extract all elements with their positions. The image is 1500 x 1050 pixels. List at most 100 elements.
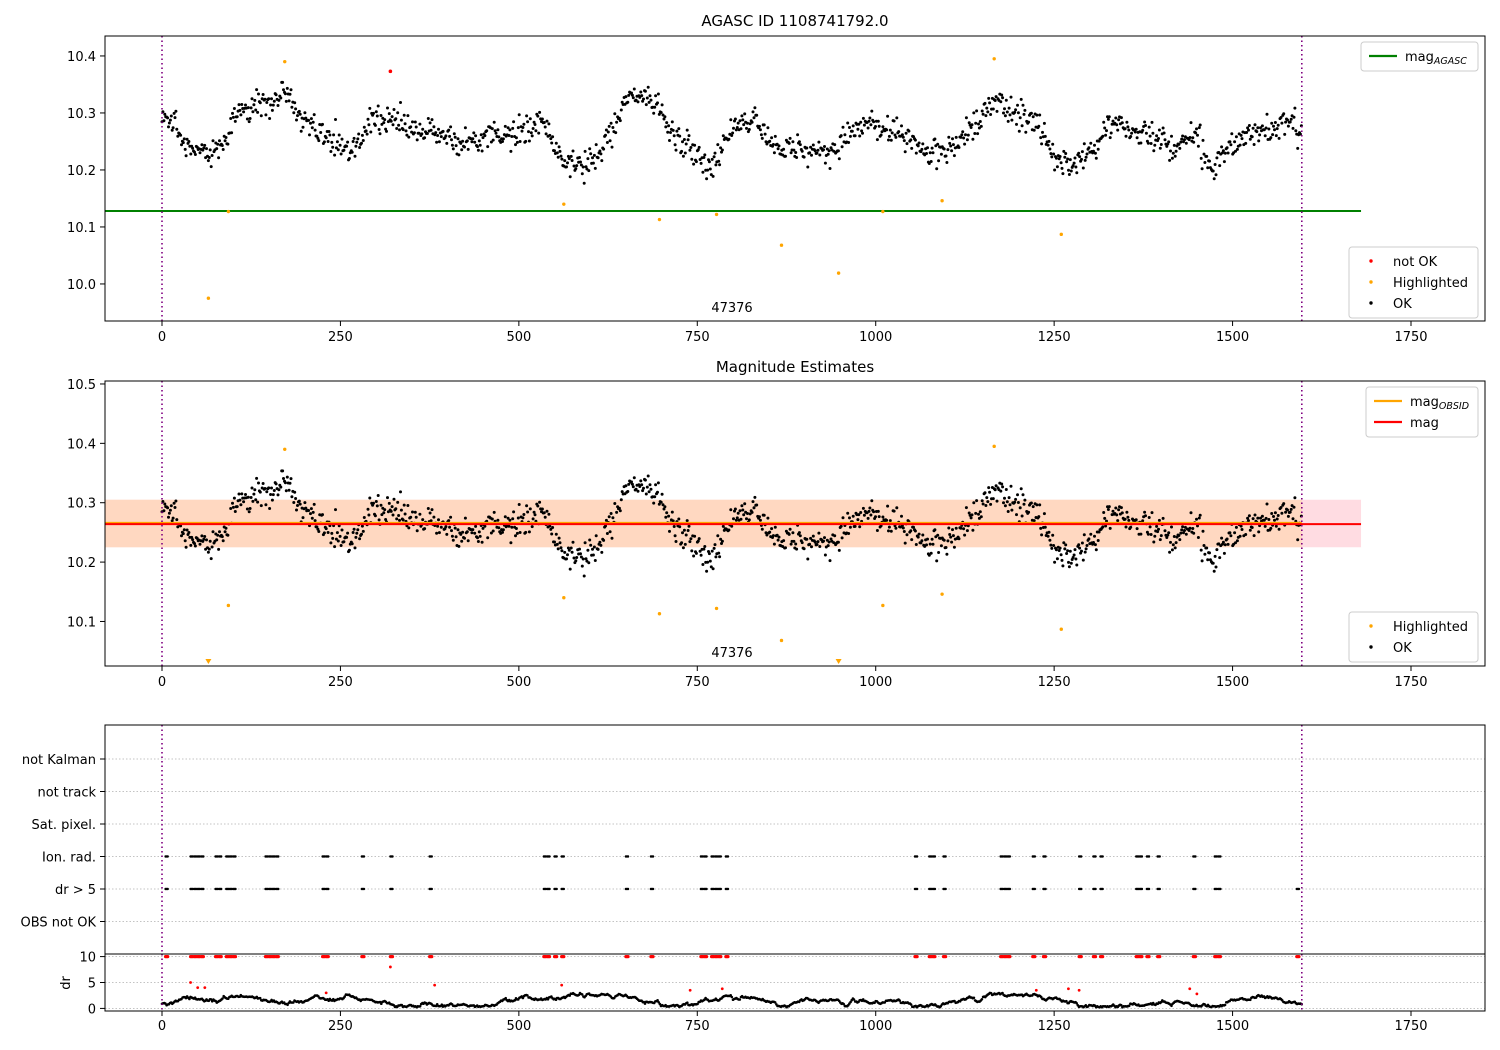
ok-point <box>861 506 865 510</box>
ok-point <box>1191 136 1195 140</box>
ok-point <box>524 530 528 534</box>
ok-point <box>237 492 241 496</box>
ok-point <box>223 530 227 534</box>
ok-point <box>1129 135 1133 138</box>
ok-point <box>171 516 175 520</box>
ok-point <box>1298 132 1302 136</box>
ok-point <box>889 138 893 142</box>
ok-point <box>1248 137 1252 141</box>
ok-point <box>508 128 512 132</box>
ok-point <box>1165 144 1169 148</box>
highlighted-point <box>283 59 287 64</box>
ok-point <box>1049 543 1053 547</box>
ok-point <box>797 140 801 144</box>
ok-point <box>742 123 746 127</box>
ok-point <box>1215 548 1219 552</box>
ok-point <box>276 104 280 107</box>
ok-point <box>598 540 602 544</box>
ok-point <box>259 114 263 118</box>
ok-point <box>674 148 678 152</box>
highlighted-point <box>657 612 662 616</box>
ok-point <box>1201 138 1205 142</box>
ok-point <box>1066 157 1070 161</box>
ok-point <box>892 119 896 123</box>
x-tick-label: 1250 <box>1038 1019 1071 1034</box>
ok-point <box>545 119 549 123</box>
ok-point <box>265 490 269 494</box>
ok-point <box>554 141 558 145</box>
ok-point <box>1075 563 1079 567</box>
ok-point <box>1089 532 1093 536</box>
ok-point <box>181 141 185 145</box>
ok-point <box>309 121 312 125</box>
ok-point <box>297 499 301 503</box>
ok-point <box>951 143 955 147</box>
ok-point <box>619 498 623 502</box>
ok-point <box>281 80 285 84</box>
ok-point <box>708 167 712 171</box>
flag-point <box>362 887 366 891</box>
ok-point <box>652 111 656 115</box>
ok-point <box>193 542 196 545</box>
ok-point <box>741 508 745 512</box>
ok-point <box>1267 127 1271 131</box>
ok-point <box>867 119 871 123</box>
ok-point <box>453 526 457 530</box>
ok-point <box>593 559 597 562</box>
highlighted-point <box>836 271 841 275</box>
ok-point <box>434 131 438 135</box>
ok-point <box>659 500 663 504</box>
ok-point <box>1094 156 1098 160</box>
ok-point <box>1053 168 1057 172</box>
data-points <box>160 444 1303 664</box>
ok-point <box>631 485 635 489</box>
ok-point <box>514 143 517 147</box>
ok-point <box>758 124 761 128</box>
ok-point <box>847 532 851 535</box>
ok-point <box>913 529 917 533</box>
ok-point <box>1200 167 1204 171</box>
ok-point <box>730 134 734 137</box>
ok-point <box>876 119 880 123</box>
ok-point <box>721 524 725 528</box>
ok-point <box>402 113 406 117</box>
ok-point <box>874 515 877 519</box>
ok-point <box>1220 536 1224 540</box>
ok-point <box>274 93 278 97</box>
ok-point <box>1042 512 1046 516</box>
ok-point <box>1058 155 1062 158</box>
ok-point <box>478 534 482 538</box>
flag-point <box>705 855 708 858</box>
ok-point <box>1015 122 1018 126</box>
ok-point <box>1003 496 1006 500</box>
ok-point <box>1191 527 1195 530</box>
ok-point <box>383 118 387 122</box>
ok-point <box>983 491 987 495</box>
flag-point <box>1158 887 1161 891</box>
ok-point <box>798 534 802 538</box>
ok-point <box>822 148 825 152</box>
y-tick-label: 10.4 <box>67 50 96 65</box>
ok-point <box>167 511 171 515</box>
ok-point <box>166 506 170 510</box>
ok-point <box>654 94 658 98</box>
ok-point <box>894 526 898 530</box>
ok-point <box>1251 517 1255 521</box>
ok-point <box>894 135 898 139</box>
ok-point <box>995 499 999 503</box>
ok-point <box>1016 493 1019 497</box>
ok-point <box>1013 110 1017 114</box>
ok-point <box>837 548 841 552</box>
ok-point <box>386 106 389 110</box>
ok-point <box>465 530 469 534</box>
ok-point <box>410 130 414 134</box>
ok-point <box>627 482 631 486</box>
ok-point <box>1009 95 1013 99</box>
dr-outlier-point <box>555 954 559 959</box>
ok-point <box>179 524 183 528</box>
ok-point <box>399 118 403 122</box>
ok-point <box>244 103 247 107</box>
ok-point <box>634 487 638 491</box>
ok-point <box>989 113 993 116</box>
